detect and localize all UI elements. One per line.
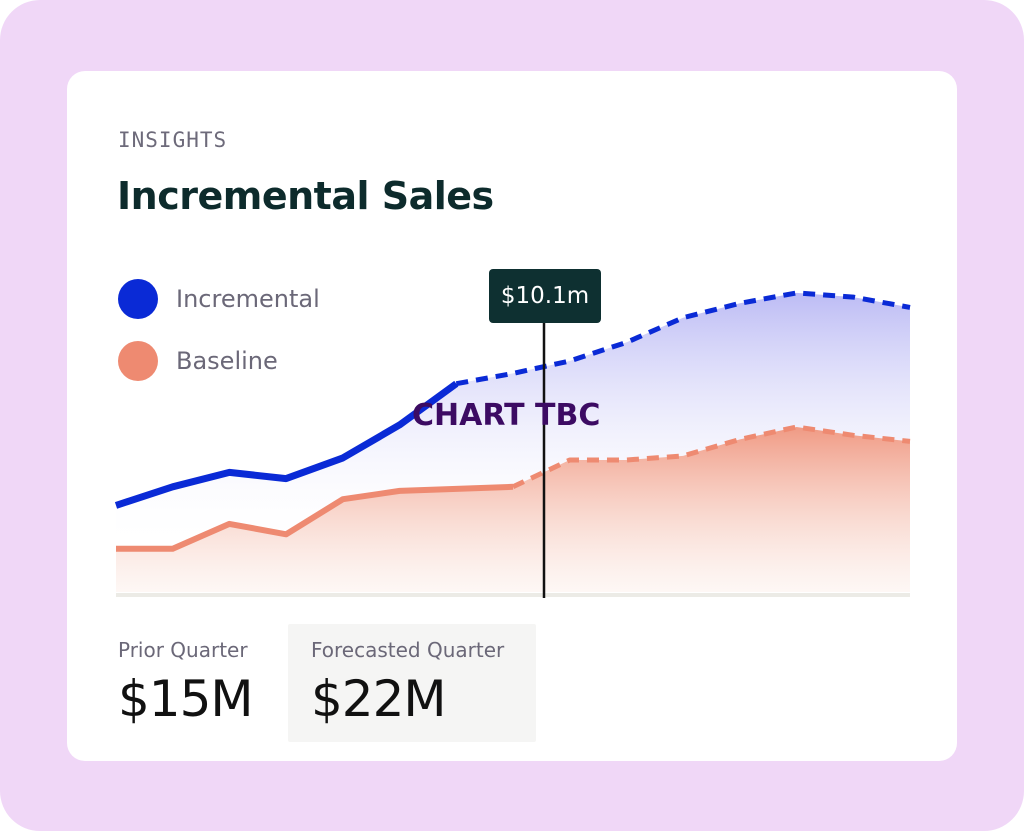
card-title: Incremental Sales bbox=[117, 174, 494, 218]
baseline-line-forecast bbox=[511, 424, 911, 490]
legend-swatch-baseline bbox=[118, 341, 158, 381]
incremental-line-actual bbox=[114, 380, 459, 509]
legend-item-incremental: Incremental bbox=[118, 279, 320, 319]
incremental-area bbox=[116, 292, 910, 549]
section-eyebrow: INSIGHTS bbox=[118, 128, 228, 152]
legend-label-incremental: Incremental bbox=[176, 285, 320, 313]
baseline-line-actual bbox=[116, 483, 514, 552]
kpi-forecasted-quarter: Forecasted Quarter $22M bbox=[288, 624, 536, 742]
kpi-label: Prior Quarter bbox=[118, 638, 248, 662]
legend-item-baseline: Baseline bbox=[118, 341, 278, 381]
kpi-prior-quarter: Prior Quarter $15M bbox=[118, 624, 288, 742]
legend-swatch-incremental bbox=[118, 279, 158, 319]
kpi-value: $15M bbox=[118, 670, 254, 728]
kpi-value: $22M bbox=[311, 670, 447, 728]
kpi-label: Forecasted Quarter bbox=[311, 638, 505, 662]
incremental-line-forecast bbox=[455, 290, 911, 387]
baseline-area bbox=[116, 427, 910, 592]
value-tooltip: $10.1m bbox=[489, 269, 601, 323]
chart-placeholder-label: CHART TBC bbox=[412, 398, 601, 433]
legend-label-baseline: Baseline bbox=[176, 347, 278, 375]
